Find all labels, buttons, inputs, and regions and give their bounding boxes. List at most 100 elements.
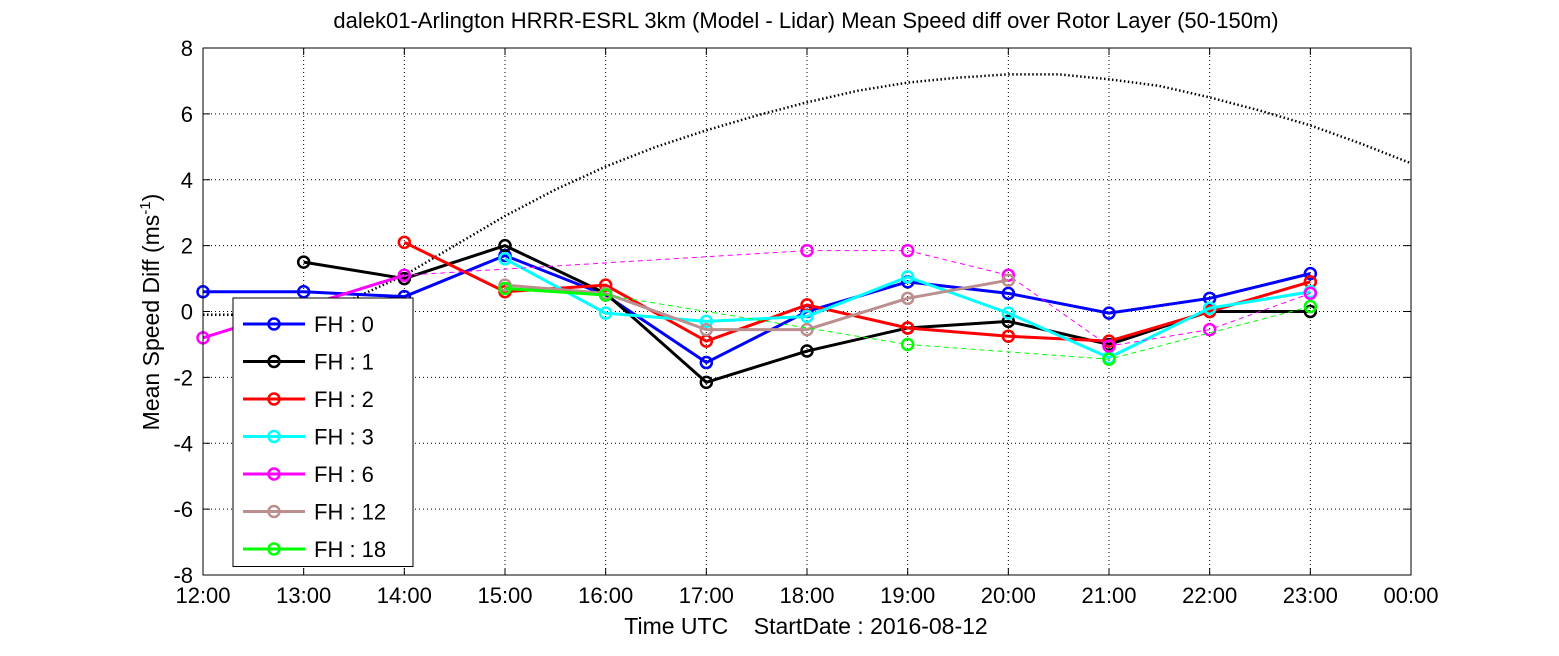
data-point	[498, 252, 512, 266]
x-tick-label: 22:00	[1182, 583, 1237, 608]
legend-label: FH : 0	[314, 312, 374, 337]
data-point	[900, 243, 915, 258]
data-point	[699, 314, 714, 329]
data-point	[800, 344, 814, 358]
legend-swatch-marker	[267, 467, 281, 481]
data-point	[498, 281, 512, 296]
data-point	[1001, 306, 1016, 320]
data-point	[800, 243, 814, 258]
legend-label: FH : 3	[314, 425, 374, 450]
legend-entry: FH : 3	[243, 425, 374, 450]
data-point	[1001, 329, 1016, 343]
data-point	[1303, 266, 1318, 281]
data-point	[900, 270, 915, 284]
legend-label: FH : 1	[314, 350, 374, 375]
series-fh-18	[498, 281, 1318, 367]
data-point	[1102, 339, 1116, 353]
x-axis-label: Time UTC StartDate : 2016-08-12	[624, 613, 987, 639]
data-point	[900, 337, 915, 352]
legend-entry: FH : 1	[243, 350, 374, 375]
legend-entry: FH : 18	[243, 537, 386, 562]
data-point	[1303, 304, 1318, 319]
reference-curve-line	[203, 73, 1412, 317]
y-tick-label: 8	[181, 36, 193, 61]
legend-label: FH : 2	[314, 387, 374, 412]
y-tick-label: -2	[173, 365, 193, 390]
series-lines	[196, 235, 1318, 390]
data-point	[598, 288, 613, 302]
data-point	[1001, 314, 1016, 329]
y-axis-ticks: -8 -6 -4 -2 0 2 4 6 8	[173, 36, 1411, 588]
data-point	[699, 375, 714, 390]
legend-swatch-marker	[267, 542, 281, 556]
legend-swatch-marker	[267, 317, 281, 331]
data-point	[1102, 334, 1116, 348]
legend-label: FH : 18	[314, 537, 386, 562]
data-point	[598, 306, 613, 320]
legend-swatch-marker	[267, 429, 281, 444]
series-line	[504, 278, 1009, 332]
x-tick-label: 00:00	[1383, 583, 1438, 608]
legend-swatch-marker	[267, 392, 281, 406]
data-point	[900, 291, 915, 306]
legend-label: FH : 12	[314, 500, 386, 525]
y-tick-label: -4	[173, 431, 193, 456]
x-tick-label: 17:00	[679, 583, 734, 608]
y-axis-label-superscript: -1	[137, 201, 154, 214]
legend-entry: FH : 6	[243, 462, 374, 487]
data-point	[296, 255, 311, 269]
data-point	[1001, 273, 1016, 287]
series-fh-1	[296, 238, 1318, 390]
y-axis-label: Mean Speed Diff (ms-1)	[137, 194, 164, 431]
legend-swatch-marker	[267, 504, 281, 519]
chart-title: dalek01-Arlington HRRR-ESRL 3km (Model -…	[333, 8, 1278, 33]
x-tick-label: 19:00	[880, 583, 935, 608]
legend-swatch-marker	[267, 354, 281, 369]
reference-curve	[203, 73, 1412, 317]
x-axis-ticks: 12:00 13:00 14:00 15:00 16:00 17:00 18:00 19:00…	[175, 48, 1439, 608]
y-tick-label: -8	[173, 563, 193, 588]
x-tick-label: 21:00	[1081, 583, 1136, 608]
data-point	[800, 309, 814, 324]
legend-box	[232, 297, 414, 567]
data-point	[498, 238, 512, 253]
data-point	[296, 284, 311, 299]
x-tick-label: 15:00	[477, 583, 532, 608]
legend-entry: FH : 12	[243, 500, 386, 525]
series-line	[303, 244, 1311, 384]
x-tick-label: 12:00	[175, 583, 230, 608]
y-tick-label: 4	[181, 168, 193, 193]
series-line-dashed	[404, 250, 1311, 347]
data-point	[699, 355, 714, 370]
y-tick-label: 2	[181, 234, 193, 259]
legend-entry: FH : 2	[243, 387, 374, 412]
data-point	[1202, 301, 1217, 315]
data-point	[1303, 299, 1318, 314]
legend-entry: FH : 0	[243, 312, 374, 337]
data-point	[1102, 352, 1116, 367]
data-point	[1202, 322, 1217, 337]
x-tick-label: 14:00	[377, 583, 432, 608]
y-axis-label-main: Mean Speed Diff (ms	[138, 215, 164, 431]
series-line	[203, 253, 1311, 365]
x-tick-label: 18:00	[779, 583, 834, 608]
x-tick-label: 23:00	[1283, 583, 1338, 608]
y-tick-label: 6	[181, 102, 193, 127]
data-point	[397, 235, 412, 250]
data-point	[1001, 286, 1016, 301]
y-tick-label: 0	[181, 300, 193, 325]
x-tick-label: 13:00	[276, 583, 331, 608]
data-point	[1303, 286, 1318, 301]
y-axis-label-close: )	[138, 194, 164, 202]
y-tick-label: -6	[173, 497, 193, 522]
data-point	[1102, 306, 1116, 320]
series-line-dashed	[605, 294, 1311, 360]
data-point	[900, 321, 915, 335]
legend-label: FH : 6	[314, 462, 374, 487]
series-line	[504, 257, 1311, 360]
x-tick-label: 20:00	[981, 583, 1036, 608]
legend: FH : 0 FH : 1 FH : 2 FH : 3 FH : 6 FH : 12 FH …	[232, 297, 414, 567]
data-point	[800, 322, 814, 337]
data-point	[699, 322, 714, 337]
